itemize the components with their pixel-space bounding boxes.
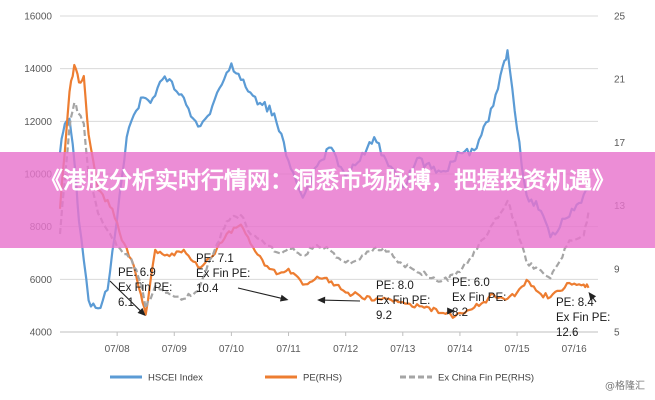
y-right-tick-label: 25 bbox=[614, 12, 626, 23]
annotation-text: PE: 6.9 bbox=[118, 267, 156, 279]
y-right-tick-label: 5 bbox=[614, 328, 620, 339]
annotation-text: Ex Fin PE: bbox=[118, 282, 172, 294]
annotation-arrow-line bbox=[109, 280, 144, 314]
annotation-arrow-head bbox=[588, 292, 597, 301]
watermark: @格隆汇 bbox=[605, 381, 645, 392]
y-right-tick-label: 17 bbox=[614, 138, 626, 149]
annotation-text: 8.2 bbox=[452, 307, 468, 319]
x-tick-label: 07/10 bbox=[219, 344, 244, 355]
y-right-tick-label: 9 bbox=[614, 264, 620, 275]
annotation-arrow-head bbox=[137, 307, 146, 316]
legend-label: HSCEI Index bbox=[148, 373, 203, 384]
x-tick-label: 07/11 bbox=[276, 344, 301, 355]
annotation-arrow-head bbox=[279, 294, 289, 302]
annotation-text: Ex Fin PE: bbox=[452, 292, 506, 304]
annotation-text: 12.6 bbox=[556, 327, 578, 339]
annotation-arrow-line bbox=[321, 299, 361, 302]
annotation-arrow-head bbox=[447, 307, 456, 315]
annotation-text: PE: 8.4 bbox=[556, 297, 594, 309]
y-left-tick-label: 14000 bbox=[24, 64, 52, 75]
series-line-1 bbox=[58, 63, 590, 319]
x-tick-label: 07/15 bbox=[505, 344, 530, 355]
annotation-text: PE: 7.1 bbox=[196, 253, 234, 265]
annotation-arrow-head bbox=[317, 296, 326, 304]
x-tick-label: 07/14 bbox=[447, 344, 472, 355]
title-banner: 《港股分析实时行情网：洞悉市场脉搏，把握投资机遇》 bbox=[0, 152, 655, 248]
annotation-text: 6.1 bbox=[118, 297, 134, 309]
annotation-arrow-line bbox=[237, 287, 285, 300]
x-tick-label: 07/12 bbox=[333, 344, 358, 355]
x-tick-label: 07/08 bbox=[105, 344, 130, 355]
legend-label: Ex China Fin PE(RHS) bbox=[438, 373, 534, 384]
x-tick-label: 07/09 bbox=[162, 344, 187, 355]
annotation-text: 10.4 bbox=[196, 283, 219, 295]
y-left-tick-label: 6000 bbox=[30, 275, 53, 286]
x-tick-label: 07/13 bbox=[390, 344, 415, 355]
annotation-text: Ex Fin PE: bbox=[196, 268, 250, 280]
x-tick-label: 07/16 bbox=[562, 344, 587, 355]
banner-title: 《港股分析实时行情网：洞悉市场脉搏，把握投资机遇》 bbox=[40, 168, 615, 194]
annotation-text: PE: 6.0 bbox=[452, 277, 490, 289]
annotation-text: Ex Fin PE: bbox=[556, 312, 610, 324]
y-right-tick-label: 21 bbox=[614, 75, 626, 86]
annotation-text: Ex Fin PE: bbox=[376, 295, 430, 307]
y-left-tick-label: 4000 bbox=[30, 328, 53, 339]
y-left-tick-label: 16000 bbox=[24, 12, 52, 23]
legend-label: PE(RHS) bbox=[303, 373, 342, 384]
y-left-tick-label: 12000 bbox=[24, 117, 52, 128]
annotation-text: 9.2 bbox=[376, 310, 392, 322]
annotation-text: PE: 8.0 bbox=[376, 280, 414, 292]
